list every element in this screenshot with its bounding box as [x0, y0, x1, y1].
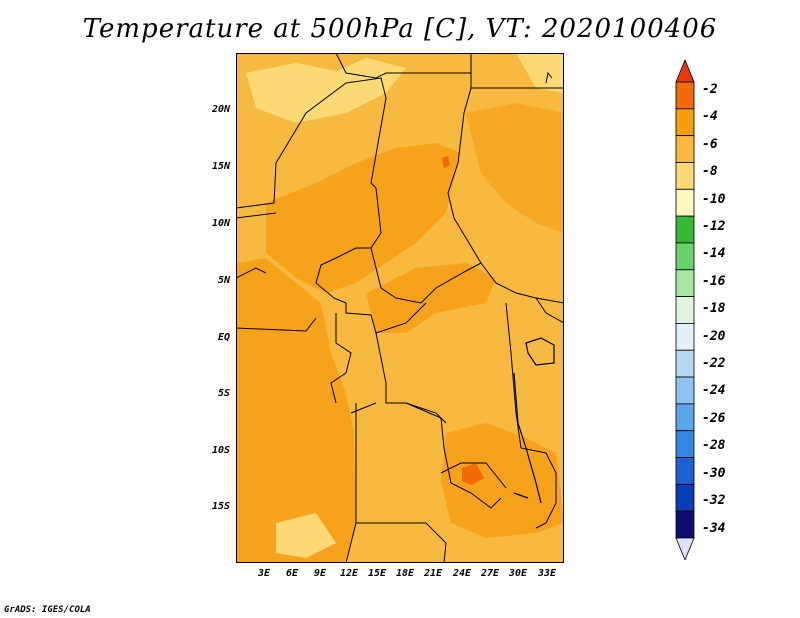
temperature-map — [236, 53, 564, 563]
lon-tick-label: 30E — [508, 568, 528, 579]
region-central-strip — [366, 263, 496, 333]
lon-tick-label: 18E — [395, 568, 415, 579]
lat-tick-label: 5N — [217, 275, 230, 286]
colorbar-label: -20 — [702, 329, 726, 344]
colorbar-swatch — [675, 430, 695, 458]
colorbar-label: -34 — [702, 521, 726, 536]
lat-tick-label: 10N — [211, 218, 230, 229]
colorbar-label: -32 — [702, 493, 726, 508]
lon-tick-label: 9E — [313, 568, 327, 579]
map-title: Temperature at 500hPa [C], VT: 202010040… — [82, 14, 718, 44]
colorbar-label: -6 — [702, 137, 718, 152]
region-pale-south — [276, 513, 336, 558]
colorbar-label: -24 — [702, 383, 726, 398]
colorbar-swatch — [675, 349, 695, 378]
colorbar-label: -10 — [702, 192, 726, 207]
region-pale-north — [246, 58, 406, 123]
lon-tick-label: 27E — [480, 568, 500, 579]
colorbar-swatch — [675, 242, 695, 271]
colorbar-swatch — [675, 296, 695, 324]
colorbar-swatch — [675, 376, 695, 405]
colorbar-swatch — [675, 108, 695, 137]
lon-tick-label: 6E — [285, 568, 299, 579]
region-north-central — [266, 143, 461, 293]
hotspot-sudan — [442, 156, 450, 168]
colorbar-top-arrow — [675, 60, 695, 83]
colorbar-label: -26 — [702, 411, 726, 426]
lat-tick-label: 15S — [211, 501, 230, 512]
lat-tick-label: 20N — [211, 104, 230, 115]
lon-tick-label: 15E — [367, 568, 387, 579]
colorbar-swatch — [675, 403, 695, 432]
colorbar-swatch — [675, 323, 695, 351]
lon-tick-label: 33E — [537, 568, 557, 579]
colorbar-label: -22 — [702, 356, 726, 371]
colorbar-bottom-arrow — [675, 537, 695, 560]
lat-tick-label: 15N — [211, 161, 230, 172]
colorbar-label: -12 — [702, 219, 726, 234]
colorbar-label: -4 — [702, 109, 718, 124]
lat-tick-label: 10S — [211, 445, 230, 456]
region-west-coast — [236, 258, 356, 563]
hotspot-zambia — [462, 463, 484, 485]
colorbar-label: -8 — [702, 164, 718, 179]
colorbar-label: -2 — [702, 82, 718, 97]
colorbar-label: -14 — [702, 246, 726, 261]
lon-tick-label: 21E — [423, 568, 443, 579]
region-southeast — [441, 423, 564, 538]
lat-tick-label: EQ — [217, 332, 230, 343]
colorbar-swatch — [675, 215, 695, 244]
colorbar-swatch — [675, 81, 695, 110]
colorbar-label: -30 — [702, 466, 726, 481]
colorbar-swatch — [675, 483, 695, 512]
colorbar-label: -16 — [702, 274, 726, 289]
credit-text: GrADS: IGES/COLA — [4, 605, 91, 615]
region-pale-east — [516, 53, 564, 93]
colorbar — [675, 60, 695, 560]
colorbar-swatch — [675, 457, 695, 485]
colorbar-swatch — [675, 135, 695, 163]
lat-tick-label: 5S — [217, 388, 230, 399]
colorbar-swatch — [675, 269, 695, 297]
lon-tick-label: 3E — [257, 568, 271, 579]
country-borders — [236, 53, 564, 563]
lon-tick-label: 12E — [339, 568, 359, 579]
colorbar-swatch — [675, 188, 695, 217]
lon-tick-label: 24E — [452, 568, 472, 579]
colorbar-label: -18 — [702, 301, 726, 316]
colorbar-label: -28 — [702, 438, 726, 453]
colorbar-swatch — [675, 162, 695, 190]
region-east-north — [466, 103, 564, 233]
lakes — [513, 337, 555, 504]
colorbar-swatch — [675, 510, 695, 539]
map-frame — [236, 53, 564, 563]
